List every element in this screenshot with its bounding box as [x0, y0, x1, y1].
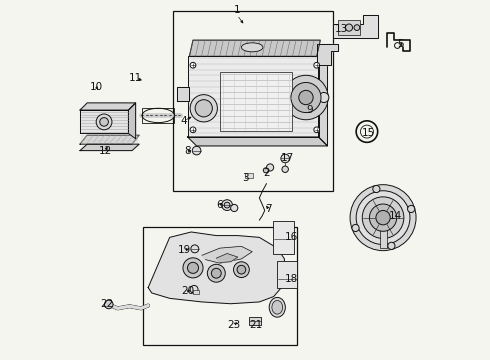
Ellipse shape — [272, 301, 283, 314]
Text: 18: 18 — [285, 274, 298, 284]
Circle shape — [361, 125, 373, 138]
Circle shape — [231, 204, 238, 212]
Bar — [380, 226, 387, 248]
Text: 14: 14 — [389, 211, 402, 221]
Text: 1: 1 — [234, 5, 241, 15]
Circle shape — [195, 100, 212, 117]
Polygon shape — [188, 56, 318, 137]
Text: 17: 17 — [281, 153, 294, 163]
Text: 19: 19 — [177, 245, 191, 255]
Text: 22: 22 — [100, 299, 114, 309]
Text: 16: 16 — [285, 232, 298, 242]
Circle shape — [211, 268, 221, 278]
Text: 4: 4 — [181, 116, 187, 126]
Circle shape — [221, 200, 232, 211]
Circle shape — [188, 262, 198, 273]
Circle shape — [281, 154, 290, 163]
Circle shape — [362, 197, 404, 238]
Bar — [220, 72, 292, 131]
Polygon shape — [317, 44, 338, 65]
Circle shape — [376, 211, 390, 225]
Text: 10: 10 — [90, 82, 103, 92]
Bar — [277, 261, 297, 288]
Text: 2: 2 — [263, 168, 270, 178]
Polygon shape — [333, 15, 378, 39]
Circle shape — [299, 90, 313, 105]
Polygon shape — [80, 144, 139, 150]
Text: 20: 20 — [181, 286, 194, 296]
Polygon shape — [188, 137, 327, 146]
Circle shape — [356, 191, 410, 244]
Text: 15: 15 — [362, 129, 375, 138]
Ellipse shape — [269, 297, 285, 317]
Circle shape — [373, 185, 380, 193]
Circle shape — [192, 146, 201, 155]
Polygon shape — [80, 110, 128, 134]
Circle shape — [356, 121, 378, 142]
Circle shape — [190, 285, 198, 293]
Circle shape — [350, 185, 416, 251]
Circle shape — [408, 205, 415, 212]
Polygon shape — [318, 56, 327, 146]
Bar — [338, 21, 360, 35]
Circle shape — [394, 42, 400, 48]
Circle shape — [284, 75, 328, 120]
Text: 23: 23 — [227, 320, 240, 330]
Polygon shape — [80, 135, 139, 144]
Text: 3: 3 — [242, 173, 248, 183]
Circle shape — [234, 262, 249, 278]
Ellipse shape — [242, 43, 263, 52]
Circle shape — [352, 224, 359, 231]
Polygon shape — [177, 87, 190, 101]
Polygon shape — [202, 246, 252, 263]
Bar — [143, 226, 297, 345]
Circle shape — [282, 166, 289, 172]
Polygon shape — [80, 103, 136, 110]
Circle shape — [314, 62, 319, 68]
Circle shape — [319, 93, 329, 103]
Circle shape — [104, 300, 113, 309]
Circle shape — [291, 82, 321, 113]
Polygon shape — [190, 40, 320, 56]
Text: 5: 5 — [398, 39, 404, 49]
Circle shape — [263, 168, 269, 173]
Circle shape — [388, 242, 395, 249]
Circle shape — [207, 264, 225, 282]
Bar — [245, 173, 253, 178]
Text: 12: 12 — [98, 146, 112, 156]
Circle shape — [96, 114, 112, 130]
Circle shape — [314, 127, 319, 133]
Circle shape — [267, 164, 274, 171]
Text: 7: 7 — [265, 204, 271, 214]
Text: 9: 9 — [306, 105, 313, 115]
Text: 21: 21 — [249, 320, 262, 330]
Text: 13: 13 — [335, 24, 348, 35]
Text: 6: 6 — [217, 200, 223, 210]
Bar — [248, 317, 261, 324]
Text: 8: 8 — [184, 146, 191, 156]
Circle shape — [190, 95, 218, 122]
Circle shape — [354, 25, 360, 31]
Polygon shape — [148, 232, 285, 304]
Circle shape — [345, 24, 353, 31]
Bar — [142, 108, 174, 123]
Circle shape — [369, 204, 397, 231]
Polygon shape — [216, 253, 238, 262]
Circle shape — [191, 245, 199, 253]
Bar — [273, 221, 294, 253]
Circle shape — [224, 202, 230, 208]
Polygon shape — [128, 103, 136, 139]
Bar — [173, 12, 333, 191]
Circle shape — [190, 127, 196, 133]
Text: 11: 11 — [129, 73, 142, 83]
Bar — [193, 290, 199, 294]
Circle shape — [100, 118, 108, 126]
Circle shape — [190, 62, 196, 68]
Circle shape — [237, 265, 246, 274]
Circle shape — [183, 258, 203, 278]
